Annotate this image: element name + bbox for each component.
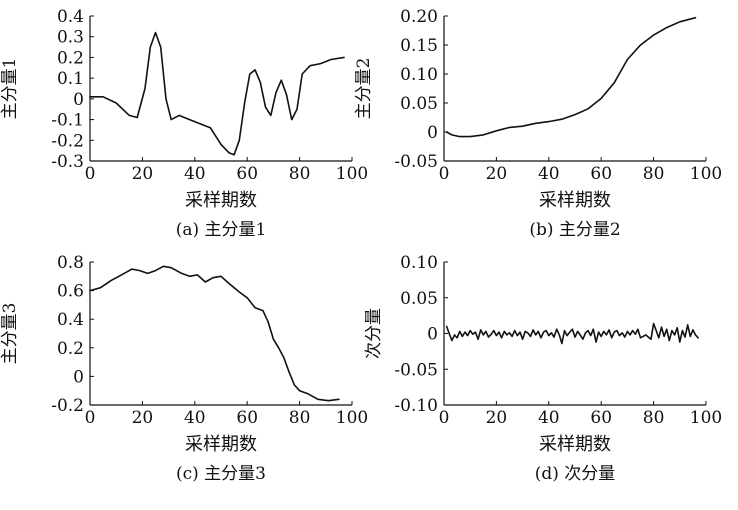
x-tick-label: 100 bbox=[690, 408, 722, 428]
y-tick-label: 0.2 bbox=[57, 339, 84, 359]
x-tick-label: 0 bbox=[85, 164, 96, 184]
x-tick-label: 80 bbox=[643, 164, 665, 184]
x-tick-label: 0 bbox=[85, 408, 96, 428]
x-tick-label: 40 bbox=[538, 408, 560, 428]
y-tick-label: 0.3 bbox=[57, 28, 84, 48]
y-tick-label: -0.1 bbox=[51, 111, 84, 131]
panel-principal-component-2: 0 20 40 60 80 100-0.0500.050.100.150.20主分量2采样… bbox=[354, 7, 722, 240]
x-tick-label: 40 bbox=[184, 408, 206, 428]
y-tick-label: 0.8 bbox=[57, 253, 84, 273]
x-tick-label: 60 bbox=[236, 408, 258, 428]
y-tick-label: 0.05 bbox=[400, 289, 438, 309]
y-tick-label: -0.05 bbox=[394, 360, 438, 380]
y-tick-label: 0.4 bbox=[57, 310, 84, 330]
y-tick-label: 0 bbox=[73, 90, 84, 110]
y-tick-label: 0.6 bbox=[57, 282, 84, 302]
x-tick-label: 20 bbox=[132, 408, 154, 428]
y-tick-label: 0.10 bbox=[400, 253, 438, 273]
y-tick-label: 0.10 bbox=[400, 65, 438, 85]
y-tick-label: -0.2 bbox=[51, 131, 84, 151]
panel-principal-component-3: 0 20 40 60 80 100-0.200.20.40.60.8主分量3采样期数(c)… bbox=[0, 253, 368, 484]
x-tick-label: 80 bbox=[289, 408, 311, 428]
x-tick-label: 60 bbox=[236, 164, 258, 184]
series-line-0 bbox=[445, 322, 699, 345]
y-tick-label: 0 bbox=[427, 123, 438, 143]
x-tick-label: 20 bbox=[486, 164, 508, 184]
x-tick-label: 100 bbox=[336, 164, 368, 184]
panel-caption: (a) 主分量1 bbox=[176, 220, 267, 240]
y-axis-title: 次分量 bbox=[364, 308, 384, 359]
x-tick-label: 60 bbox=[590, 164, 612, 184]
y-tick-label: -0.05 bbox=[394, 152, 438, 172]
y-tick-label: 0.05 bbox=[400, 94, 438, 114]
panel-caption: (d) 次分量 bbox=[535, 464, 616, 484]
panel-principal-component-1: 0 20 40 60 80 100-0.3-0.2-0.100.10.20.30.4主分量… bbox=[0, 7, 368, 240]
panel-caption: (c) 主分量3 bbox=[176, 464, 266, 484]
x-axis-title: 采样期数 bbox=[539, 190, 611, 211]
series-line-0 bbox=[89, 265, 340, 402]
x-tick-label: 20 bbox=[486, 408, 508, 428]
y-tick-label: 0.15 bbox=[400, 36, 438, 56]
x-tick-label: 80 bbox=[643, 408, 665, 428]
x-tick-label: 100 bbox=[336, 408, 368, 428]
y-axis-title: 主分量2 bbox=[354, 58, 374, 120]
y-axis-title: 主分量3 bbox=[0, 303, 20, 365]
series-line-0 bbox=[89, 31, 345, 156]
y-tick-label: 0 bbox=[427, 325, 438, 345]
x-axis-title: 采样期数 bbox=[185, 434, 257, 455]
x-tick-label: 40 bbox=[538, 164, 560, 184]
y-tick-label: -0.2 bbox=[51, 396, 84, 416]
y-tick-label: 0.20 bbox=[400, 7, 438, 27]
x-tick-label: 80 bbox=[289, 164, 311, 184]
x-axis-title: 采样期数 bbox=[539, 434, 611, 455]
x-tick-label: 40 bbox=[184, 164, 206, 184]
x-tick-label: 0 bbox=[439, 408, 450, 428]
y-tick-label: 0.2 bbox=[57, 48, 84, 68]
x-tick-label: 60 bbox=[590, 408, 612, 428]
x-tick-label: 100 bbox=[690, 164, 722, 184]
y-tick-label: 0.1 bbox=[57, 69, 84, 89]
x-tick-label: 20 bbox=[132, 164, 154, 184]
y-tick-label: -0.3 bbox=[51, 152, 84, 172]
y-tick-label: 0.4 bbox=[57, 7, 84, 27]
y-tick-label: 0 bbox=[73, 367, 84, 387]
series-line-0 bbox=[445, 16, 697, 138]
x-axis-title: 采样期数 bbox=[185, 190, 257, 211]
x-tick-label: 0 bbox=[439, 164, 450, 184]
panel-caption: (b) 主分量2 bbox=[529, 220, 620, 240]
y-tick-label: -0.10 bbox=[394, 396, 438, 416]
y-axis-title: 主分量1 bbox=[0, 58, 20, 120]
